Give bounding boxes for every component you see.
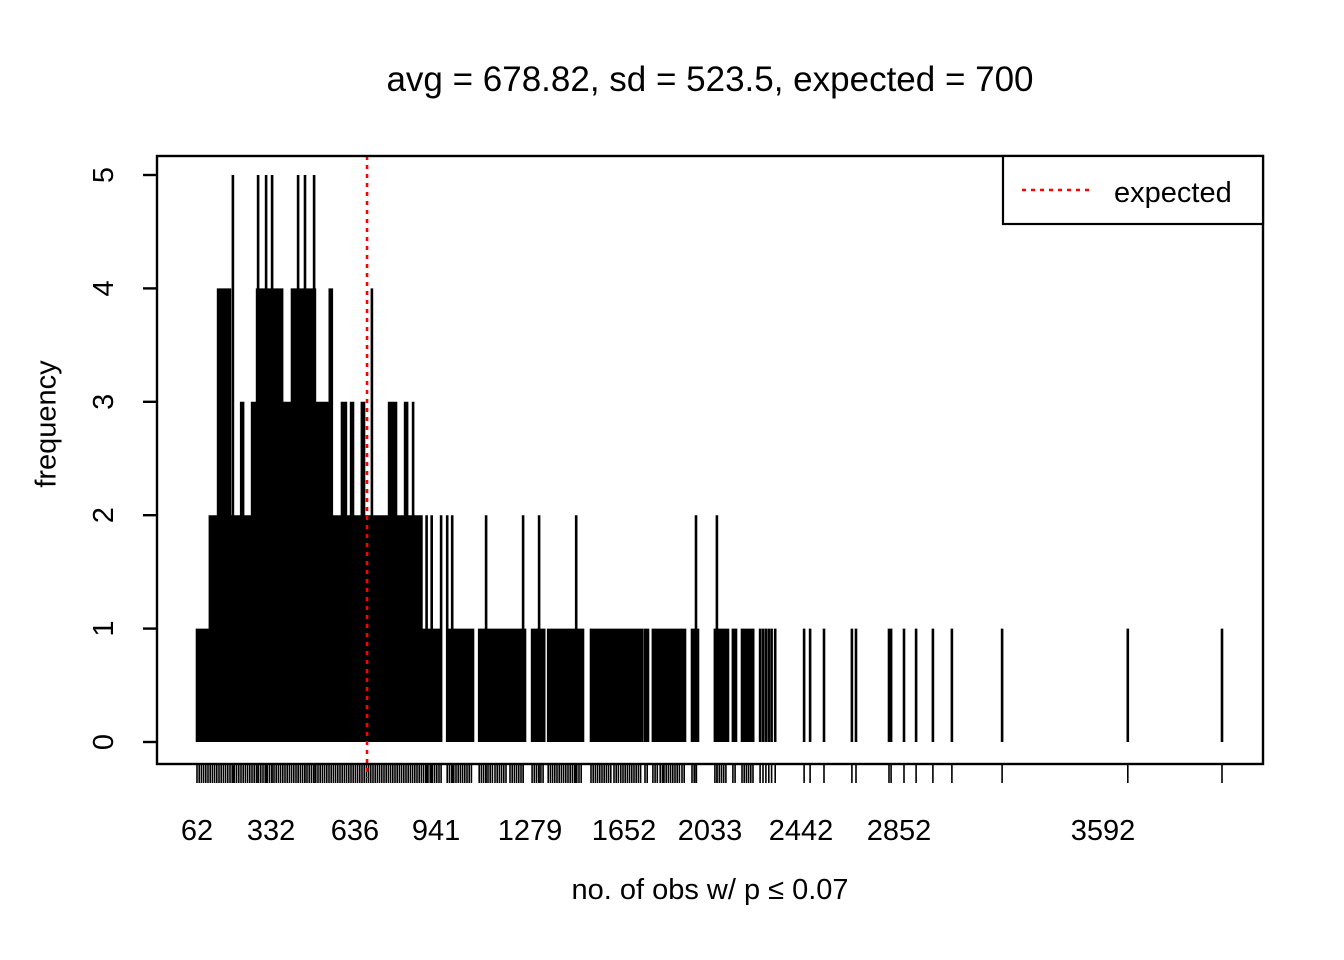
x-tick-label: 332 [247,815,295,847]
plot-border [155,154,1265,766]
plot-title: avg = 678.82, sd = 523.5, expected = 700 [386,60,1034,99]
y-tick-label: 0 [88,734,120,750]
x-tick-label: 1279 [498,815,563,847]
legend-box [1001,154,1265,226]
rug-ticks-path [196,765,1223,783]
legend-label: expected [1114,177,1232,209]
x-tick-label: 62 [181,815,213,847]
x-tick-label: 636 [331,815,379,847]
y-tick-label: 1 [88,621,120,637]
x-tick-label: 1652 [592,815,657,847]
x-tick-label: 2852 [867,815,932,847]
y-tick-label: 2 [88,507,120,523]
x-tick-label: 2033 [678,815,743,847]
y-tick-label: 3 [88,394,120,410]
x-tick-label: 2442 [769,815,834,847]
x-tick-label: 941 [412,815,460,847]
frequency-spikes-path [195,175,1224,742]
y-axis-label: frequency [30,360,63,488]
y-tick-label: 4 [88,280,120,296]
x-tick-label: 3592 [1071,815,1136,847]
x-axis-label: no. of obs w/ p ≤ 0.07 [571,874,849,906]
y-tick-label: 5 [88,167,120,183]
